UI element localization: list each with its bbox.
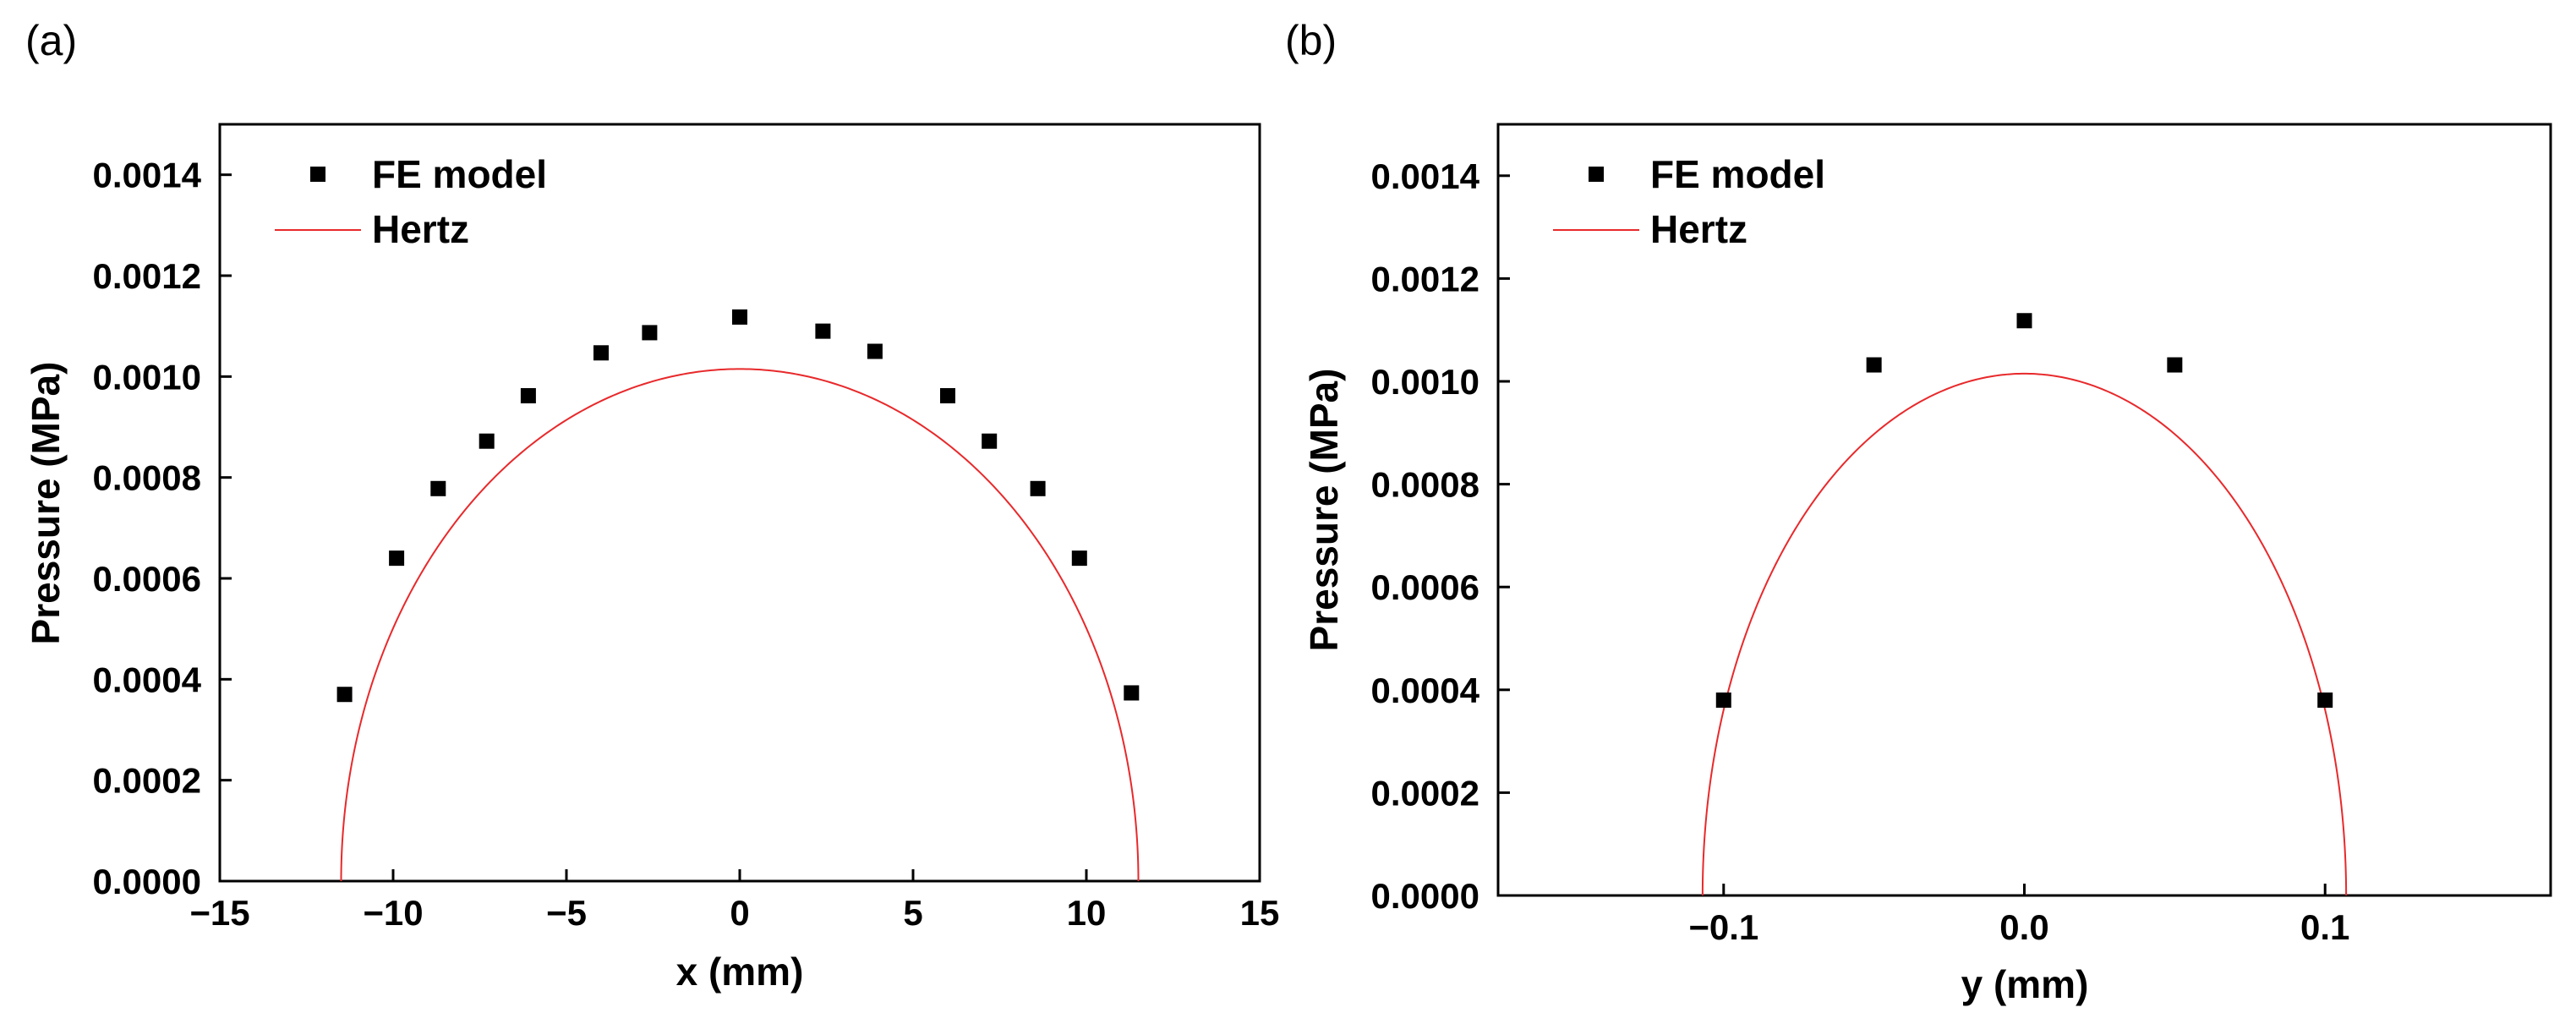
fe-model-point-a: [982, 433, 998, 449]
fe-model-point-a: [732, 309, 747, 325]
y-axis-title-a: Pressure (MPa): [24, 362, 68, 645]
y-tick-label-b: 0.0002: [1371, 773, 1479, 813]
y-tick-label-a: 0.0002: [93, 761, 201, 801]
fe-model-point-a: [430, 480, 446, 496]
fe-model-point-b: [2167, 357, 2183, 373]
fe-model-point-b: [2016, 313, 2032, 329]
fe-model-point-a: [593, 345, 609, 361]
hertz-curve-b: [1701, 372, 2348, 896]
hertz-curve-a: [340, 368, 1140, 882]
fe-model-point-a: [1071, 550, 1087, 567]
y-tick-label-a: 0.0014: [93, 156, 202, 195]
x-axis-a: −15 −10 −5 0 5 10 15: [189, 869, 1279, 933]
legend-b: FE model Hertz: [1553, 152, 1825, 251]
hertz-line-a: [340, 368, 1140, 882]
y-tick-label-b: 0.0006: [1371, 567, 1479, 607]
legend-a: FE model Hertz: [275, 152, 547, 251]
x-tick-label-a: 0: [730, 893, 749, 933]
y-tick-label-a: 0.0012: [93, 256, 201, 296]
x-axis-b: −0.1 0.0 0.1: [1688, 884, 2349, 947]
panel-label-b: (b): [1285, 17, 1337, 64]
y-tick-label-b: 0.0004: [1371, 671, 1480, 710]
y-tick-label-b: 0.0008: [1371, 465, 1479, 505]
y-tick-label-a: 0.0000: [93, 862, 201, 901]
legend-label-fe-model-a: FE model: [372, 152, 547, 196]
x-tick-label-a: 10: [1067, 893, 1107, 933]
x-tick-label-a: −10: [363, 893, 423, 933]
y-tick-label-b: 0.0012: [1371, 259, 1479, 298]
legend-marker-fe-model-b: [1589, 167, 1604, 182]
x-tick-label-b: 0.0: [1999, 907, 2048, 947]
fe-model-point-a: [520, 388, 536, 404]
panel-label-a: (a): [25, 17, 77, 64]
fe-model-point-b: [2317, 692, 2333, 708]
fe-model-point-a: [1124, 685, 1140, 701]
x-tick-label-a: 15: [1240, 893, 1280, 933]
fe-model-point-b: [1866, 357, 1882, 373]
fe-model-point-a: [479, 433, 495, 449]
y-tick-label-b: 0.0010: [1371, 362, 1479, 402]
legend-marker-fe-model-a: [310, 167, 325, 182]
y-axis-a: 0.0000 0.0002 0.0004 0.0006 0.0008 0.0010 0.00…: [93, 156, 232, 901]
fe-model-point-a: [815, 323, 831, 339]
fe-model-point-a: [336, 687, 353, 703]
y-tick-label-a: 0.0010: [93, 357, 201, 397]
y-tick-label-b: 0.0000: [1371, 876, 1479, 916]
fe-model-point-a: [1030, 480, 1046, 496]
fe-model-points-a: [336, 309, 1140, 703]
x-tick-label-b: 0.1: [2300, 907, 2349, 947]
legend-label-hertz-a: Hertz: [372, 207, 469, 251]
y-axis-title-b: Pressure (MPa): [1302, 369, 1346, 652]
fe-model-point-b: [1715, 692, 1731, 708]
fe-model-point-a: [642, 325, 658, 341]
panel-a: (a) 0.0000 0.0002 0.0004 0.0006 0.0008 0.0010…: [24, 17, 1279, 994]
y-tick-label-a: 0.0004: [93, 660, 202, 699]
hertz-line-b: [1701, 372, 2348, 896]
fe-model-point-a: [940, 388, 955, 404]
x-tick-label-b: −0.1: [1688, 907, 1758, 947]
x-tick-label-a: −15: [189, 893, 249, 933]
legend-label-fe-model-b: FE model: [1650, 152, 1825, 196]
fe-model-point-a: [867, 343, 883, 359]
legend-label-hertz-b: Hertz: [1650, 207, 1747, 251]
x-tick-label-a: 5: [903, 893, 922, 933]
x-axis-title-a: x (mm): [676, 950, 804, 994]
y-tick-label-a: 0.0006: [93, 559, 201, 599]
x-axis-title-b: y (mm): [1961, 962, 2089, 1006]
x-tick-label-a: −5: [546, 893, 587, 933]
fe-model-point-a: [389, 550, 405, 567]
y-tick-label-a: 0.0008: [93, 458, 201, 498]
panel-b: (b) 0.0000 0.0002 0.0004 0.0006 0.0008 0.0010…: [1285, 17, 2552, 1006]
fe-model-points-b: [1715, 313, 2333, 708]
y-tick-label-b: 0.0014: [1371, 156, 1480, 196]
y-axis-b: 0.0000 0.0002 0.0004 0.0006 0.0008 0.0010 0.00…: [1371, 156, 1510, 916]
